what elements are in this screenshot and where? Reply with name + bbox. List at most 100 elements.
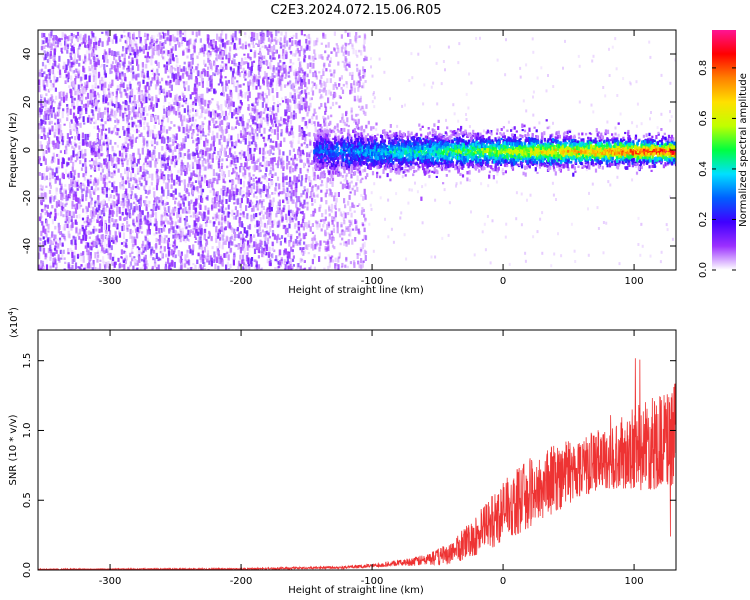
spectrogram-cell (92, 216, 95, 222)
spectrogram-cell (97, 240, 101, 245)
spectrogram-cell (179, 207, 182, 210)
spectrogram-cell (58, 64, 61, 70)
spectrogram-cell (260, 200, 264, 208)
spectrogram-cell (107, 88, 110, 91)
spectrogram-cell (244, 156, 248, 161)
spectrogram-cell (157, 207, 160, 210)
spectrogram-cell (303, 72, 306, 76)
spectrogram-cell (72, 122, 75, 130)
spectrogram-cell (96, 219, 99, 223)
spectrogram-cell (143, 257, 146, 264)
spectrogram-cell (189, 215, 192, 218)
spectrogram-cell (43, 176, 47, 181)
spectrogram-cell (295, 230, 298, 234)
spectrogram-cell (135, 216, 139, 223)
spectrogram-cell (295, 32, 298, 39)
spectrogram-cell (283, 68, 286, 74)
spectrogram-cell (247, 215, 250, 220)
spectrogram-cell (78, 62, 81, 67)
spectrogram-cell (71, 45, 74, 52)
spectrogram-cell (113, 153, 116, 156)
spectrogram-cell (82, 116, 85, 123)
spectrogram-cell (280, 132, 283, 137)
spectrogram-cell (228, 100, 231, 108)
spectrogram-cell (281, 216, 284, 223)
spectrogram-cell (49, 240, 52, 245)
spectrogram-cell (195, 31, 198, 37)
spectrogram-cell (62, 76, 65, 80)
spectrogram-cell (166, 80, 169, 86)
spectrogram-cell (153, 154, 156, 159)
spectrogram-cell (286, 193, 290, 197)
spectrogram-cell (169, 35, 172, 42)
spectrogram-cell (104, 164, 107, 168)
spectrogram-cell (261, 175, 264, 179)
spectrogram-cell (57, 39, 60, 45)
spectrogram-cell (266, 258, 269, 264)
spectrogram-cell (98, 38, 102, 43)
spectrogram-cell (123, 145, 126, 149)
spectrogram-cell (172, 234, 175, 239)
spectrogram-cell (165, 129, 169, 134)
spectrogram-cell (289, 92, 292, 98)
spectrogram-cell (133, 179, 136, 184)
spectrogram-cell (218, 36, 221, 42)
spectrogram-cell (82, 104, 86, 108)
spectrogram-cell (211, 136, 214, 141)
spectrogram-cell (284, 96, 287, 100)
spectrogram-cell (159, 248, 162, 250)
spectrogram-cell (213, 60, 216, 66)
spectrogram-cell (53, 252, 56, 256)
spectrogram-cell (246, 149, 249, 157)
spectrogram-cell (153, 146, 156, 150)
spectrogram-cell (255, 264, 258, 267)
spectrogram-cell (102, 207, 105, 214)
spectrogram-cell (207, 125, 210, 130)
spectrogram-cell (258, 242, 261, 249)
spectrogram-cell (186, 42, 189, 47)
spectrogram-cell (218, 237, 222, 241)
spectrogram-cell (203, 235, 206, 241)
spectrogram-cell (166, 136, 169, 140)
spectrogram-cell (188, 231, 192, 237)
spectrogram-cell (150, 114, 153, 118)
spectrogram-cell (199, 134, 203, 140)
spectrogram-cell (106, 107, 109, 113)
spectrogram-cell (232, 254, 235, 260)
spectrogram-cell (92, 153, 95, 156)
spectrogram-cell (278, 149, 281, 156)
spectrogram-cell (240, 149, 243, 157)
spectrogram-cell (90, 197, 93, 201)
spectrogram-cell (85, 231, 88, 234)
spectrogram-cell (301, 117, 304, 122)
spectrogram-cell (240, 118, 244, 124)
spectrogram-cell (78, 145, 81, 150)
spectrogram-cell (239, 263, 242, 267)
spectrogram-cell (148, 243, 151, 249)
spectrogram-cell (40, 121, 43, 129)
spectrogram-cell (99, 175, 102, 179)
spectrogram-cell (215, 55, 218, 62)
spectrogram-cell (186, 252, 189, 258)
spectrogram-cell (159, 205, 162, 210)
spectrogram-cell (148, 46, 151, 51)
spectrogram-cell (123, 53, 126, 58)
spectrogram-cell (113, 115, 116, 118)
spectrogram-cell (176, 31, 179, 36)
spectrogram-cell (55, 167, 58, 174)
spectrogram-cell (103, 95, 106, 103)
spectrogram-cell (165, 218, 168, 224)
spectrogram-cell (288, 240, 291, 247)
spectrogram-cell (92, 114, 95, 119)
spectrogram-cell (204, 134, 207, 138)
spectrogram-cell (215, 172, 218, 177)
spectrogram-cell (220, 188, 223, 191)
spectrogram-cell (203, 53, 206, 57)
spectrogram-cell (131, 256, 134, 262)
spectrogram-cell (89, 181, 92, 184)
spectrogram-cell (131, 40, 134, 48)
spectrogram-cell (189, 117, 192, 122)
spectrogram-cell (60, 186, 63, 190)
spectrogram-cell (196, 259, 199, 264)
spectrogram-cell (141, 62, 144, 68)
